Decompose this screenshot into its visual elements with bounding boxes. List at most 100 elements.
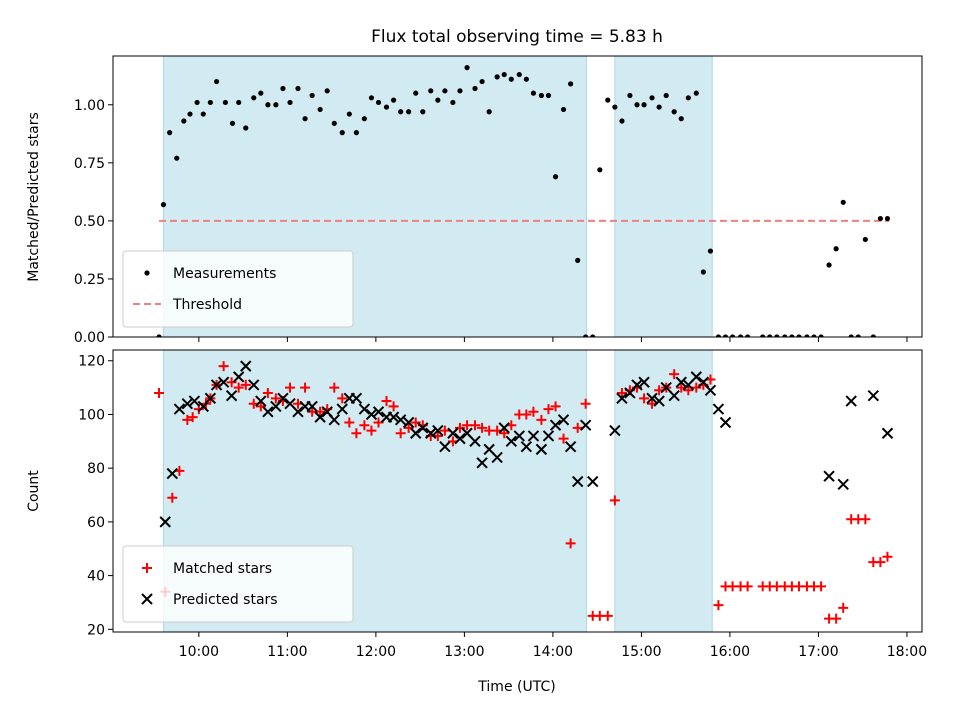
predicted-star-point [217, 376, 230, 388]
predicted-star-point [387, 411, 400, 423]
measurement-point [796, 334, 802, 337]
measurement-point [442, 88, 448, 94]
predicted-star-point [350, 392, 363, 405]
measurement-point [612, 104, 618, 110]
matched-star-point [499, 428, 510, 439]
measurement-point [833, 246, 839, 252]
measurement-point [685, 95, 691, 101]
predicted-star-point [240, 360, 252, 372]
legend-swatch [141, 593, 153, 605]
predicted-star-point [166, 467, 179, 480]
x-tick-label: 17:00 [798, 644, 838, 660]
predicted-star-point [542, 430, 555, 442]
measurement-point [472, 85, 478, 92]
matched-star-point [187, 412, 198, 423]
legend-box [122, 250, 354, 328]
predicted-star-point [535, 443, 548, 456]
y-tick-label: 1.00 [74, 98, 105, 114]
y-tick-label: 120 [78, 354, 105, 370]
measurement-point [295, 85, 301, 92]
legend-box [122, 545, 354, 623]
measurement-point [826, 262, 832, 268]
measurement-point [508, 76, 514, 82]
x-tick-label: 12:00 [356, 644, 396, 660]
matched-star-point [558, 433, 569, 444]
predicted-star-point [616, 392, 628, 405]
measurement-point [361, 116, 367, 122]
predicted-star-point [587, 475, 599, 488]
predicted-star-point [638, 376, 650, 388]
predicted-star-point [417, 422, 429, 434]
matched-star-point [669, 369, 680, 380]
measurement-point [375, 99, 382, 106]
measurement-point [450, 99, 456, 106]
measurement-point [627, 92, 633, 99]
measurement-point [737, 334, 744, 337]
predicted-star-point [439, 440, 451, 453]
measurement-point [353, 130, 360, 136]
measurement-point [457, 88, 463, 94]
measurement-point [236, 99, 242, 106]
measurement-point [583, 334, 589, 337]
matched-star-point [691, 382, 702, 393]
matched-star-point [270, 393, 281, 404]
measurement-point [707, 248, 714, 254]
matched-star-point [609, 495, 620, 506]
measurement-point [207, 99, 213, 106]
predicted-star-point [571, 475, 584, 488]
predicted-star-point [447, 427, 459, 439]
matched-star-point [572, 422, 583, 433]
matched-star-point [403, 422, 414, 433]
measurement-point [324, 88, 330, 94]
measurement-point [634, 102, 640, 108]
predicted-star-point [336, 403, 348, 415]
matched-star-point [395, 428, 406, 439]
predicted-star-point [454, 432, 466, 445]
predicted-star-point [845, 395, 857, 407]
x-tick-label: 18:00 [887, 644, 927, 660]
observing-window [614, 56, 713, 337]
measurement-point [552, 174, 559, 180]
predicted-star-point [498, 422, 510, 434]
matched-star-point [875, 557, 886, 568]
predicted-star-point [668, 389, 680, 402]
matched-star-point [521, 409, 532, 420]
y-tick-label: 20 [87, 622, 105, 638]
measurement-point [479, 78, 485, 85]
predicted-star-point [225, 389, 238, 402]
measurement-point [435, 97, 441, 103]
predicted-star-point [277, 392, 289, 405]
predicted-star-point [306, 400, 318, 413]
matched-star-point [381, 396, 392, 407]
predicted-star-point [188, 395, 201, 407]
predicted-star-point [365, 408, 378, 421]
measurement-point [804, 334, 810, 337]
matched-star-point [167, 492, 178, 503]
x-tick-label: 16:00 [710, 644, 750, 660]
predicted-star-point [491, 451, 503, 464]
measurement-point [590, 334, 596, 337]
matched-star-point [329, 382, 340, 393]
predicted-star-point [675, 376, 687, 388]
ratio-panel: 0.00 0.25 0.50 0.75 1.00 Measurements Threshol… [74, 55, 923, 346]
predicted-star-point [204, 392, 217, 405]
y-axis-label-count: Count [26, 470, 42, 512]
matched-star-point [742, 581, 753, 592]
predicted-star-point [646, 392, 658, 405]
measurement-point [243, 125, 249, 131]
measurement-point [501, 71, 507, 78]
predicted-star-point [210, 379, 223, 391]
measurement-point [213, 78, 220, 85]
matched-star-point [816, 581, 827, 592]
matched-star-point [543, 404, 554, 415]
predicted-star-point [262, 406, 274, 418]
measurement-point [538, 92, 544, 99]
measurement-point [671, 109, 677, 115]
predicted-star-point [631, 379, 643, 391]
predicted-star-point [358, 403, 371, 415]
matched-star-point [860, 514, 871, 525]
predicted-star-point [609, 424, 621, 437]
measurement-point [605, 97, 611, 103]
predicted-star-point [823, 470, 835, 482]
measurement-point [774, 334, 780, 337]
